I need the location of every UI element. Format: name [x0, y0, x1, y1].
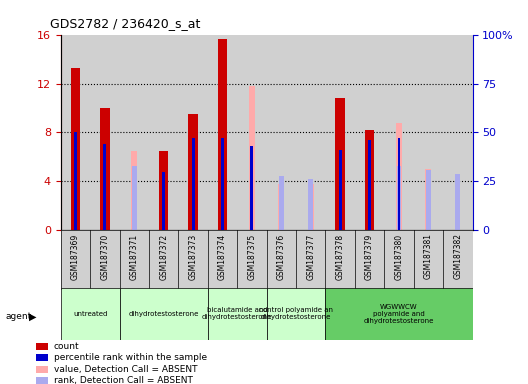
Bar	[426, 169, 431, 230]
Bar	[90, 230, 119, 290]
Text: GSM187377: GSM187377	[306, 233, 315, 280]
Bar	[426, 170, 431, 230]
Bar	[103, 144, 106, 230]
FancyBboxPatch shape	[208, 288, 267, 340]
Bar	[218, 40, 227, 230]
Bar	[237, 230, 267, 290]
Bar	[414, 230, 443, 290]
Text: GSM187378: GSM187378	[336, 233, 345, 280]
Bar	[149, 230, 178, 290]
Text: control polyamide an
dihydrotestosterone: control polyamide an dihydrotestosterone	[259, 308, 333, 320]
Bar	[61, 35, 90, 230]
Bar	[325, 230, 355, 290]
Text: percentile rank within the sample: percentile rank within the sample	[54, 353, 207, 362]
Bar	[368, 140, 371, 230]
Bar	[398, 138, 400, 230]
Text: GSM187373: GSM187373	[188, 233, 197, 280]
Text: GSM187376: GSM187376	[277, 233, 286, 280]
Bar	[338, 150, 342, 230]
Bar	[149, 35, 178, 230]
Text: WGWWCW
polyamide and
dihydrotestosterone: WGWWCW polyamide and dihydrotestosterone	[364, 304, 434, 324]
Text: rank, Detection Call = ABSENT: rank, Detection Call = ABSENT	[54, 376, 193, 384]
Text: GSM187370: GSM187370	[100, 233, 109, 280]
Bar	[278, 184, 284, 230]
Text: GSM187372: GSM187372	[159, 233, 168, 280]
Text: GSM187371: GSM187371	[130, 233, 139, 280]
Bar	[61, 230, 90, 290]
Bar	[443, 230, 473, 290]
Text: GSM187379: GSM187379	[365, 233, 374, 280]
Bar	[192, 138, 194, 230]
Bar	[443, 35, 473, 230]
Bar	[456, 174, 460, 230]
Bar	[74, 132, 77, 230]
Bar	[250, 146, 253, 230]
FancyBboxPatch shape	[61, 288, 119, 340]
Text: GDS2782 / 236420_s_at: GDS2782 / 236420_s_at	[50, 17, 201, 30]
Bar	[396, 123, 402, 230]
Text: GSM187369: GSM187369	[71, 233, 80, 280]
Text: count: count	[54, 342, 80, 351]
Bar	[36, 343, 48, 350]
Text: GSM187381: GSM187381	[424, 233, 433, 280]
Bar	[119, 230, 149, 290]
FancyBboxPatch shape	[267, 288, 325, 340]
Bar	[365, 130, 374, 230]
Bar	[397, 166, 401, 230]
Bar	[162, 172, 165, 230]
Bar	[414, 35, 443, 230]
Bar	[90, 35, 119, 230]
Bar	[296, 35, 325, 230]
Bar	[384, 230, 414, 290]
Bar	[131, 151, 137, 230]
Text: agent: agent	[5, 312, 32, 321]
Text: GSM187382: GSM187382	[454, 233, 463, 280]
Bar	[178, 230, 208, 290]
Bar	[296, 230, 325, 290]
Text: untreated: untreated	[73, 311, 107, 317]
Bar	[208, 35, 237, 230]
Bar	[36, 366, 48, 373]
Bar	[237, 35, 267, 230]
Text: GSM187375: GSM187375	[248, 233, 257, 280]
Bar	[308, 179, 313, 230]
Text: bicalutamide and
dihydrotestosterone: bicalutamide and dihydrotestosterone	[202, 308, 272, 320]
Bar	[178, 35, 208, 230]
Bar	[355, 35, 384, 230]
Bar	[71, 68, 80, 230]
Text: GSM187380: GSM187380	[394, 233, 403, 280]
Bar	[100, 108, 109, 230]
Bar	[355, 230, 384, 290]
Bar	[249, 86, 255, 230]
FancyBboxPatch shape	[119, 288, 208, 340]
Bar	[221, 138, 224, 230]
Bar	[188, 114, 198, 230]
Bar	[119, 35, 149, 230]
Text: dihydrotestosterone: dihydrotestosterone	[128, 311, 199, 317]
Bar	[308, 184, 314, 230]
FancyBboxPatch shape	[325, 288, 473, 340]
Bar	[132, 166, 137, 230]
Bar	[325, 35, 355, 230]
Bar	[279, 175, 284, 230]
Bar	[335, 98, 345, 230]
Text: ▶: ▶	[29, 312, 36, 322]
Text: GSM187374: GSM187374	[218, 233, 227, 280]
Bar	[159, 151, 168, 230]
Bar	[36, 377, 48, 384]
Bar	[36, 354, 48, 361]
Bar	[384, 35, 414, 230]
Bar	[267, 35, 296, 230]
Bar	[208, 230, 237, 290]
Bar	[267, 230, 296, 290]
Text: value, Detection Call = ABSENT: value, Detection Call = ABSENT	[54, 365, 197, 374]
